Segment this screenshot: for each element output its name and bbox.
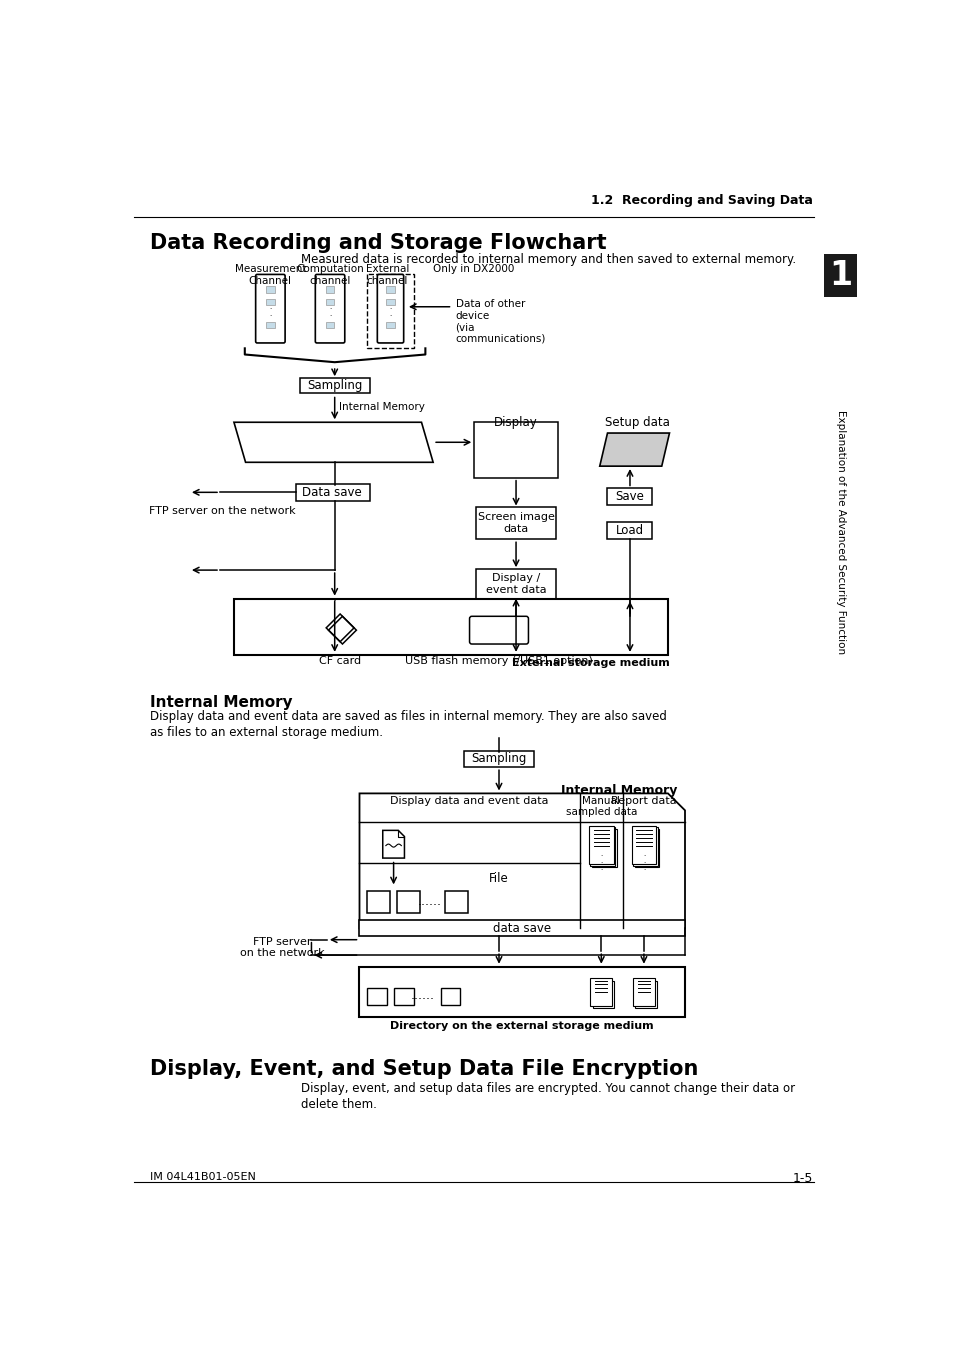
FancyBboxPatch shape [396,891,419,913]
Text: Data Recording and Storage Flowchart: Data Recording and Storage Flowchart [150,232,606,252]
Text: ·
·: · · [389,306,392,320]
FancyBboxPatch shape [476,508,556,539]
Polygon shape [599,433,669,466]
Text: Data save: Data save [302,486,362,500]
Text: ·
·: · · [329,306,331,320]
Text: ·
·
·: · · · [642,853,644,872]
FancyBboxPatch shape [394,988,414,1006]
FancyBboxPatch shape [359,967,684,1017]
FancyBboxPatch shape [476,568,556,599]
Text: Report data: Report data [611,795,676,806]
FancyBboxPatch shape [386,298,395,305]
FancyBboxPatch shape [325,321,334,328]
FancyBboxPatch shape [325,298,334,305]
FancyBboxPatch shape [255,274,285,343]
FancyBboxPatch shape [592,829,617,867]
FancyBboxPatch shape [359,921,684,936]
Text: Save: Save [615,490,643,504]
Text: Display, Event, and Setup Data File Encryption: Display, Event, and Setup Data File Encr… [150,1058,698,1079]
Text: Computation
channel: Computation channel [295,265,363,286]
Text: Data of other
device
(via
communications): Data of other device (via communications… [456,300,545,344]
Text: Manual
sampled data: Manual sampled data [565,795,637,817]
FancyBboxPatch shape [590,979,612,1006]
FancyBboxPatch shape [377,274,403,343]
FancyBboxPatch shape [266,298,274,305]
Text: ·
·: · · [269,306,272,320]
FancyBboxPatch shape [464,751,534,767]
Text: Internal Memory: Internal Memory [560,784,677,796]
FancyBboxPatch shape [386,286,395,293]
Text: Measured data is recorded to internal memory and then saved to external memory.: Measured data is recorded to internal me… [301,252,796,266]
FancyBboxPatch shape [469,617,528,644]
FancyBboxPatch shape [367,891,390,913]
FancyBboxPatch shape [588,826,613,864]
FancyBboxPatch shape [325,286,334,293]
Polygon shape [233,423,433,462]
Text: Setup data: Setup data [604,416,669,429]
Text: Explanation of the Advanced Security Function: Explanation of the Advanced Security Fun… [835,409,845,653]
Text: FTP server
on the network: FTP server on the network [239,937,324,958]
FancyBboxPatch shape [315,274,344,343]
Text: Sampling: Sampling [307,379,362,391]
Text: delete them.: delete them. [301,1098,376,1111]
Text: Display, event, and setup data files are encrypted. You cannot change their data: Display, event, and setup data files are… [301,1083,795,1095]
FancyBboxPatch shape [631,826,656,864]
Text: Directory on the external storage medium: Directory on the external storage medium [390,1021,654,1030]
Text: IM 04L41B01-05EN: IM 04L41B01-05EN [150,1172,255,1183]
Text: External storage medium: External storage medium [511,657,669,668]
FancyBboxPatch shape [607,522,652,539]
Text: External
channel: External channel [365,265,409,286]
Text: 1.2  Recording and Saving Data: 1.2 Recording and Saving Data [590,193,812,207]
Text: CF card: CF card [318,656,361,667]
FancyBboxPatch shape [633,979,654,1006]
FancyBboxPatch shape [444,891,468,913]
Text: Display: Display [494,416,537,429]
FancyBboxPatch shape [233,599,667,655]
FancyBboxPatch shape [440,988,459,1006]
Text: Display /
event data: Display / event data [485,574,546,595]
FancyBboxPatch shape [592,980,614,1008]
FancyBboxPatch shape [823,254,856,297]
FancyBboxPatch shape [367,988,386,1006]
FancyBboxPatch shape [607,489,652,505]
Text: Load: Load [616,524,643,537]
Text: Internal Memory: Internal Memory [150,695,293,710]
FancyBboxPatch shape [474,423,558,478]
Text: data save: data save [493,922,551,934]
Text: File: File [489,872,508,884]
Text: ......: ...... [416,895,441,907]
FancyBboxPatch shape [634,829,659,867]
FancyBboxPatch shape [295,483,369,501]
Text: USB flash memory (/USB1 option): USB flash memory (/USB1 option) [405,656,593,667]
Text: 1: 1 [828,259,851,293]
FancyBboxPatch shape [266,286,274,293]
Text: ·
·
·: · · · [599,853,601,872]
Text: Internal Memory: Internal Memory [338,402,424,412]
FancyBboxPatch shape [266,321,274,328]
Text: FTP server on the network: FTP server on the network [149,506,295,516]
Text: Measurement
Channel: Measurement Channel [234,265,306,286]
FancyBboxPatch shape [299,378,369,393]
Text: Screen image
data: Screen image data [477,513,554,535]
FancyBboxPatch shape [590,828,615,865]
Text: as files to an external storage medium.: as files to an external storage medium. [150,726,383,738]
Text: 1-5: 1-5 [792,1172,812,1185]
Text: ......: ...... [411,990,435,1003]
FancyBboxPatch shape [633,828,658,865]
FancyBboxPatch shape [635,980,657,1008]
Text: Display data and event data are saved as files in internal memory. They are also: Display data and event data are saved as… [150,710,666,724]
Text: Sampling: Sampling [471,752,526,765]
Text: Display data and event data: Display data and event data [390,795,548,806]
FancyBboxPatch shape [386,321,395,328]
Text: Only in DX2000: Only in DX2000 [433,265,514,274]
